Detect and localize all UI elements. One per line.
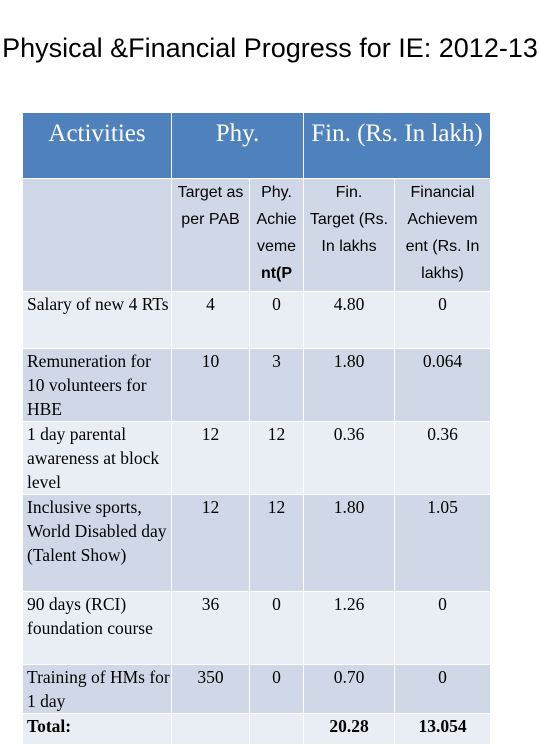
header-activities: Activities (22, 112, 172, 179)
fin-achievement-cell: 0.36 (394, 421, 491, 495)
subheader-line: lakhs) (421, 265, 464, 282)
phy-achievement-cell: 0 (249, 291, 304, 349)
page-title: Physical &Financial Progress for IE: 201… (2, 33, 538, 63)
phy-target-cell: 350 (171, 664, 250, 714)
table-row: Remuneration for 10 volunteers for HBE 1… (22, 348, 491, 422)
subheader-line: In lakhs (321, 238, 377, 255)
phy-target-cell: 12 (171, 494, 250, 592)
subheader-phy-achievement: Phy. Achie veme nt(P (249, 178, 304, 292)
activity-cell: 90 days (RCI) foundation course (22, 591, 172, 665)
fin-achievement-cell: 0 (394, 664, 491, 714)
fin-achievement-cell: 0 (394, 291, 491, 349)
subheader-line: Phy. (261, 184, 292, 201)
fin-target-cell: 1.26 (303, 591, 395, 665)
subheader-line: Achievem (407, 211, 478, 228)
subheader-fin-target: Fin. Target (Rs. In lakhs (303, 178, 395, 292)
activity-cell: 1 day parental awareness at block level (22, 421, 172, 495)
total-label: Total: (22, 713, 172, 745)
total-phy-achievement-blank (249, 713, 304, 745)
subheader-line: Financial (410, 184, 475, 201)
phy-target-cell: 12 (171, 421, 250, 495)
phy-target-cell: 36 (171, 591, 250, 665)
phy-achievement-cell: 12 (249, 421, 304, 495)
header-fin: Fin. (Rs. In lakh) (303, 112, 491, 179)
fin-achievement-cell: 0 (394, 591, 491, 665)
table-row: 90 days (RCI) foundation course 36 0 1.2… (22, 591, 491, 665)
fin-achievement-cell: 0.064 (394, 348, 491, 422)
subheader-activities-blank (22, 178, 172, 292)
activity-cell: Remuneration for 10 volunteers for HBE (22, 348, 172, 422)
fin-target-cell: 0.36 (303, 421, 395, 495)
table-row: Inclusive sports, World Disabled day (Ta… (22, 494, 491, 592)
subheader-phy-target: Target as per PAB (171, 178, 250, 292)
fin-target-cell: 0.70 (303, 664, 395, 714)
subheader-line: ent (Rs. In (405, 238, 480, 255)
fin-achievement-cell: 1.05 (394, 494, 491, 592)
subheader-line: per PAB (181, 211, 240, 228)
header-row: Activities Phy. Fin. (Rs. In lakh) (22, 112, 491, 179)
table-row: 1 day parental awareness at block level … (22, 421, 491, 495)
activity-cell: Inclusive sports, World Disabled day (Ta… (22, 494, 172, 592)
total-phy-target-blank (171, 713, 250, 745)
phy-target-cell: 4 (171, 291, 250, 349)
phy-achievement-cell: 0 (249, 664, 304, 714)
subheader-line: Fin. (335, 184, 363, 201)
total-fin-achievement: 13.054 (394, 713, 491, 745)
subheader-line: Achie (256, 211, 297, 228)
total-fin-target: 20.28 (303, 713, 395, 745)
phy-achievement-cell: 12 (249, 494, 304, 592)
subheader-line: nt(P (260, 265, 293, 282)
fin-target-cell: 1.80 (303, 494, 395, 592)
total-row: Total: 20.28 13.054 (22, 713, 491, 745)
fin-target-cell: 4.80 (303, 291, 395, 349)
subheader-line: Target as (177, 184, 244, 201)
subheader-line: Target (Rs. (309, 211, 389, 228)
phy-achievement-cell: 0 (249, 591, 304, 665)
header-phy: Phy. (171, 112, 304, 179)
phy-achievement-cell: 3 (249, 348, 304, 422)
phy-target-cell: 10 (171, 348, 250, 422)
activity-cell: Salary of new 4 RTs (22, 291, 172, 349)
table-row: Training of HMs for 1 day 350 0 0.70 0 (22, 664, 491, 714)
subheader-fin-achievement: Financial Achievem ent (Rs. In lakhs) (394, 178, 491, 292)
subheader-line: veme (256, 238, 297, 255)
activity-cell: Training of HMs for 1 day (22, 664, 172, 714)
progress-table: Activities Phy. Fin. (Rs. In lakh) Targe… (22, 112, 491, 745)
table-row: Salary of new 4 RTs 4 0 4.80 0 (22, 291, 491, 349)
fin-target-cell: 1.80 (303, 348, 395, 422)
subheader-row: Target as per PAB Phy. Achie veme nt(P F… (22, 178, 491, 292)
